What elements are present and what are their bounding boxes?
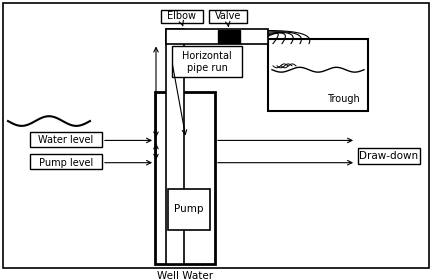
Bar — [155, 92, 215, 264]
Bar — [30, 154, 102, 169]
Text: Well Water: Well Water — [157, 271, 213, 280]
Bar — [209, 10, 247, 23]
Text: Pump level: Pump level — [39, 158, 93, 168]
Bar — [268, 39, 368, 111]
Bar — [358, 148, 420, 164]
Bar — [172, 46, 242, 78]
Bar — [5, 92, 155, 266]
Bar — [30, 132, 102, 147]
Text: Draw-down: Draw-down — [359, 151, 419, 161]
Bar — [218, 30, 240, 43]
Text: Horizontal
pipe run: Horizontal pipe run — [182, 51, 232, 73]
Bar — [168, 189, 210, 230]
Text: Elbow: Elbow — [168, 11, 197, 22]
Bar — [215, 92, 427, 266]
Text: Water level: Water level — [38, 136, 94, 145]
Text: Pump: Pump — [174, 204, 204, 214]
Text: Valve: Valve — [215, 11, 241, 22]
Bar — [161, 10, 203, 23]
Bar — [166, 29, 268, 44]
Text: Trough: Trough — [327, 94, 360, 104]
Bar — [166, 29, 184, 264]
